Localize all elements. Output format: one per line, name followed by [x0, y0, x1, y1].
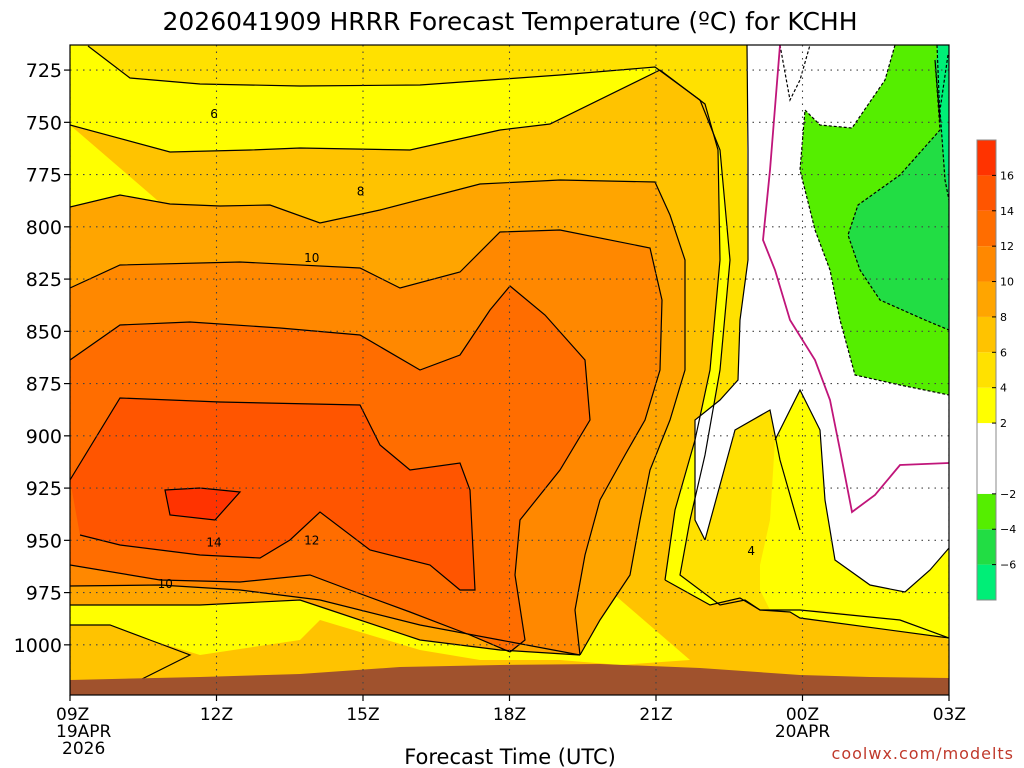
colorbar-tick-label: −4 [1000, 523, 1016, 536]
credit-link[interactable]: coolwx.com/modelts [832, 744, 1014, 763]
contour-line [70, 229, 663, 656]
colorbar-frame [976, 139, 997, 601]
y-tick-label: 900 [26, 426, 62, 448]
y-axis: 725 750 775 800 825 850 875 900 925 950 975 1000 [14, 60, 70, 657]
x-tick-label: 09Z [56, 705, 89, 725]
colorbar-tick-label: 14 [1000, 205, 1014, 218]
contour-label: 14 [206, 535, 221, 549]
contour-lines [70, 45, 949, 691]
x-tick-label: 03Z [933, 705, 966, 725]
contour-line [694, 45, 749, 541]
x-axis-title: Forecast Time (UTC) [404, 745, 616, 768]
colorbar-swatch [977, 564, 996, 600]
y-tick-label: 1000 [14, 635, 62, 657]
x-tick-label: 12Z [200, 705, 233, 725]
band-neg6-neg4 [848, 45, 949, 330]
y-tick-label: 725 [26, 60, 62, 82]
contour-label-layer: 6 8 10 14 12 10 4 [158, 107, 755, 591]
contour-line [70, 599, 581, 656]
colorbar-swatch [977, 423, 996, 494]
colorbar-tick-label: 10 [1000, 276, 1014, 289]
contour-label: 8 [357, 184, 365, 198]
y-tick-label: 750 [26, 112, 62, 134]
contour-line [70, 584, 581, 656]
contour-line [70, 624, 192, 691]
contour-line [70, 179, 686, 656]
contour-line [704, 409, 801, 541]
colorbar-tick-label: 16 [1000, 169, 1014, 182]
chart-title: 2026041909 HRRR Forecast Temperature (ºC… [163, 7, 858, 36]
colorbar-tick-label: 6 [1000, 346, 1007, 359]
y-tick-label: 975 [26, 583, 62, 605]
colorbar-swatch [977, 281, 996, 317]
y-tick-label: 875 [26, 374, 62, 396]
contour-line [774, 388, 949, 593]
contour-label: 10 [158, 577, 173, 591]
freezing-line [762, 45, 949, 514]
y-tick-label: 825 [26, 269, 62, 291]
colorbar-swatch [977, 210, 996, 247]
contour-line [847, 45, 949, 331]
y-tick-label: 850 [26, 321, 62, 343]
y-tick-label: 925 [26, 478, 62, 500]
x-tick-date-label: 20APR [775, 722, 831, 742]
colorbar-swatch [977, 493, 996, 530]
ground-fill [70, 664, 949, 695]
colorbar: 16 14 12 10 8 6 4 2 −2 −4 −6 [976, 139, 1016, 601]
contour-label: 12 [304, 533, 319, 547]
colorbar-tick-label: 12 [1000, 240, 1014, 253]
colorbar-tick-label: 2 [1000, 417, 1007, 430]
x-tick-label: 00Z [786, 705, 819, 725]
contour-line [939, 54, 949, 201]
colorbar-swatch [977, 246, 996, 282]
contour-label: 6 [210, 107, 218, 121]
contour-label: 10 [304, 251, 319, 265]
gridlines [70, 45, 949, 695]
colorbar-swatch [977, 387, 996, 424]
colorbar-tick-label: −2 [1000, 488, 1016, 501]
contour-line [664, 579, 949, 639]
y-tick-label: 950 [26, 530, 62, 552]
band-2-4-east [760, 390, 949, 640]
colorbar-swatch [977, 529, 996, 565]
colorbar-swatch [977, 352, 996, 388]
x-tick-label: 18Z [493, 705, 526, 725]
band-neg8-neg6 [937, 45, 949, 200]
x-tick-year-label: 2026 [62, 739, 105, 759]
x-tick-label: 21Z [639, 705, 672, 725]
y-tick-label: 800 [26, 217, 62, 239]
contour-line [70, 564, 511, 653]
colorbar-tick-label: 8 [1000, 311, 1007, 324]
contour-line [659, 69, 721, 581]
y-tick-label: 775 [26, 165, 62, 187]
band-16-18 [165, 488, 240, 520]
x-tick-date-label: 19APR [56, 722, 112, 742]
x-tick-label: 15Z [346, 705, 379, 725]
colorbar-swatch [977, 316, 996, 353]
contour-line [70, 397, 476, 591]
colorbar-tick-label: 4 [1000, 382, 1007, 395]
contour-line [779, 45, 811, 102]
band-14-16 [70, 398, 475, 590]
contour-label: 4 [747, 544, 755, 558]
colorbar-tick-label: −6 [1000, 559, 1016, 572]
contour-line [70, 69, 661, 153]
colorbar-swatch [977, 175, 996, 211]
colorbar-swatch [977, 140, 996, 176]
